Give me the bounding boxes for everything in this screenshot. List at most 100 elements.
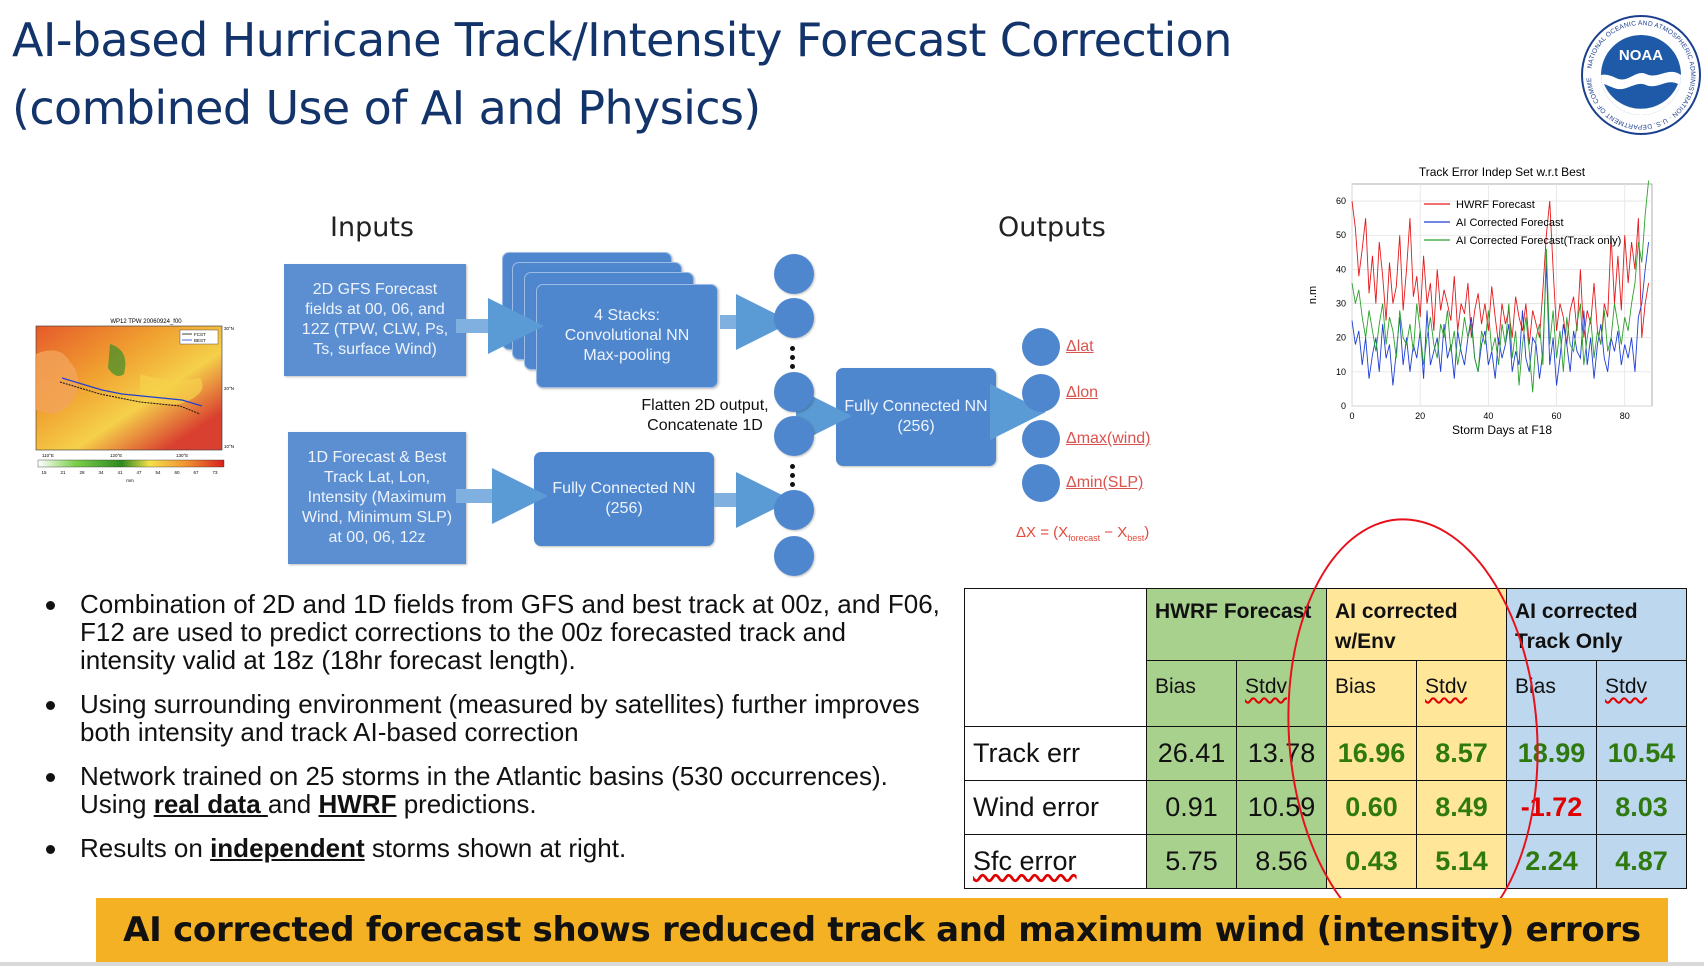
chart-title: Track Error Indep Set w.r.t Best	[1419, 165, 1586, 179]
bullet-item: Using surrounding environment (measured …	[46, 690, 946, 746]
subheader-stdv: Stdv	[1236, 660, 1327, 727]
svg-text:10°N: 10°N	[224, 444, 234, 449]
svg-text:15: 15	[41, 470, 47, 475]
diagram-arrows	[456, 294, 1046, 528]
cell: 8.57	[1416, 726, 1507, 781]
subheader-stdv: Stdv	[1416, 660, 1507, 727]
output-node	[1022, 374, 1060, 412]
svg-text:54: 54	[155, 470, 161, 475]
y-tick-label: 30	[1336, 299, 1346, 309]
svg-text:BEST: BEST	[194, 338, 206, 343]
neuron-node	[774, 298, 814, 338]
table-corner-cell	[964, 588, 1147, 727]
y-tick-label: 10	[1336, 367, 1346, 377]
row-label-track: Track err	[964, 726, 1147, 781]
legend-label: AI Corrected Forecast(Track only)	[1456, 235, 1621, 247]
svg-text:120°E: 120°E	[110, 453, 122, 458]
cell: 5.75	[1146, 834, 1237, 889]
series-line-2	[1351, 180, 1650, 393]
cell: 8.56	[1236, 834, 1327, 889]
bullet-item: Network trained on 25 storms in the Atla…	[46, 762, 946, 818]
svg-text:30°N: 30°N	[224, 326, 234, 331]
header-hwrf: HWRF Forecast	[1146, 588, 1327, 661]
arrow-group	[456, 294, 1046, 528]
outputs-heading: Outputs	[998, 212, 1106, 243]
x-axis-label: Storm Days at F18	[1452, 423, 1552, 437]
legend-label: AI Corrected Forecast	[1456, 217, 1564, 229]
cell: 4.87	[1596, 834, 1687, 889]
svg-text:34: 34	[98, 470, 104, 475]
subheader-bias: Bias	[1146, 660, 1237, 727]
neuron-node	[774, 536, 814, 576]
neuron-node	[774, 372, 814, 412]
y-tick-label: 0	[1341, 401, 1346, 411]
cell: 10.59	[1236, 780, 1327, 835]
x-tick-label: 20	[1415, 411, 1425, 421]
bullet-dot	[46, 601, 55, 610]
cell: 18.99	[1506, 726, 1597, 781]
conclusion-banner: AI corrected forecast shows reduced trac…	[96, 898, 1668, 962]
flatten-line-1: Flatten 2D output,	[641, 397, 769, 414]
y-axis-label: n.m	[1307, 286, 1319, 304]
title-line-2: (combined Use of AI and Physics)	[12, 81, 761, 135]
subheader-bias: Bias	[1326, 660, 1417, 727]
delta-formula: ΔX = (Xforecast − Xbest)	[1016, 524, 1150, 543]
y-tick-label: 40	[1336, 264, 1346, 274]
bottom-strip	[0, 962, 1704, 966]
inputs-heading: Inputs	[330, 212, 414, 243]
bullet-list: Combination of 2D and 1D fields from GFS…	[46, 590, 946, 878]
x-tick-label: 80	[1620, 411, 1630, 421]
neuron-node	[774, 490, 814, 530]
cell: 0.43	[1326, 834, 1417, 889]
cell: 0.60	[1326, 780, 1417, 835]
svg-text:41: 41	[117, 470, 123, 475]
svg-text:NOAA: NOAA	[1619, 47, 1663, 64]
cell: 10.54	[1596, 726, 1687, 781]
bullet-dot	[46, 773, 55, 782]
table-row: Track err 26.41 13.78 16.96 8.57 18.99 1…	[964, 726, 1687, 781]
x-tick-label: 40	[1483, 411, 1493, 421]
cell: 5.14	[1416, 834, 1507, 889]
track-error-chart: Track Error Indep Set w.r.t Best 0 20 40 60 8…	[1307, 165, 1653, 437]
neuron-node	[774, 416, 814, 456]
svg-text:28: 28	[79, 470, 85, 475]
y-tick-label: 60	[1336, 196, 1346, 206]
subheader-stdv: Stdv	[1596, 660, 1687, 727]
legend-label: HWRF Forecast	[1456, 199, 1535, 211]
fc-box-final: Fully Connected NN (256)	[836, 368, 996, 466]
table-row: Wind error 0.91 10.59 0.60 8.49 -1.72 8.…	[964, 780, 1687, 835]
output-node	[1022, 420, 1060, 458]
neuron-node	[774, 254, 814, 294]
tpw-map: WP12 TPW 20060924_f00 FCST BEST 30°N 20°…	[35, 319, 234, 483]
row-label-wind: Wind error	[964, 780, 1147, 835]
output-label-dminslp: Δmin(SLP)	[1066, 474, 1144, 491]
header-ai-env: AI corrected w/Env	[1326, 588, 1507, 661]
network-diagram: Inputs Outputs 2D GFS Forecast fields at…	[0, 200, 1230, 590]
svg-text:21: 21	[60, 470, 66, 475]
title-line-1: AI-based Hurricane Track/Intensity Forec…	[12, 13, 1232, 67]
svg-text:67: 67	[193, 470, 199, 475]
svg-text:FCST: FCST	[194, 332, 206, 337]
cell: 8.49	[1416, 780, 1507, 835]
bullet-dot	[46, 701, 55, 710]
flatten-line-2: Concatenate 1D	[647, 417, 763, 434]
results-table: HWRF Forecast AI corrected w/Env AI corr…	[964, 588, 1687, 889]
output-label-dlat: Δlat	[1066, 338, 1094, 355]
cell: 16.96	[1326, 726, 1417, 781]
input-1d-box: 1D Forecast & Best Track Lat, Lon, Inten…	[288, 432, 466, 564]
svg-text:WP12 TPW 20060924_f00: WP12 TPW 20060924_f00	[110, 319, 182, 325]
cell: -1.72	[1506, 780, 1597, 835]
output-node	[1022, 464, 1060, 502]
svg-text:110°E: 110°E	[42, 453, 54, 458]
bullet-dot	[46, 845, 55, 854]
svg-text:60: 60	[174, 470, 180, 475]
fc-box-1d: Fully Connected NN (256)	[534, 452, 714, 546]
flatten-label: Flatten 2D output, Concatenate 1D	[620, 396, 790, 436]
svg-text:mm: mm	[126, 478, 134, 483]
cell: 2.24	[1506, 834, 1597, 889]
output-node	[1022, 328, 1060, 366]
y-tick-label: 50	[1336, 230, 1346, 240]
svg-text:20°N: 20°N	[224, 386, 234, 391]
cell: 13.78	[1236, 726, 1327, 781]
svg-text:73: 73	[212, 470, 218, 475]
